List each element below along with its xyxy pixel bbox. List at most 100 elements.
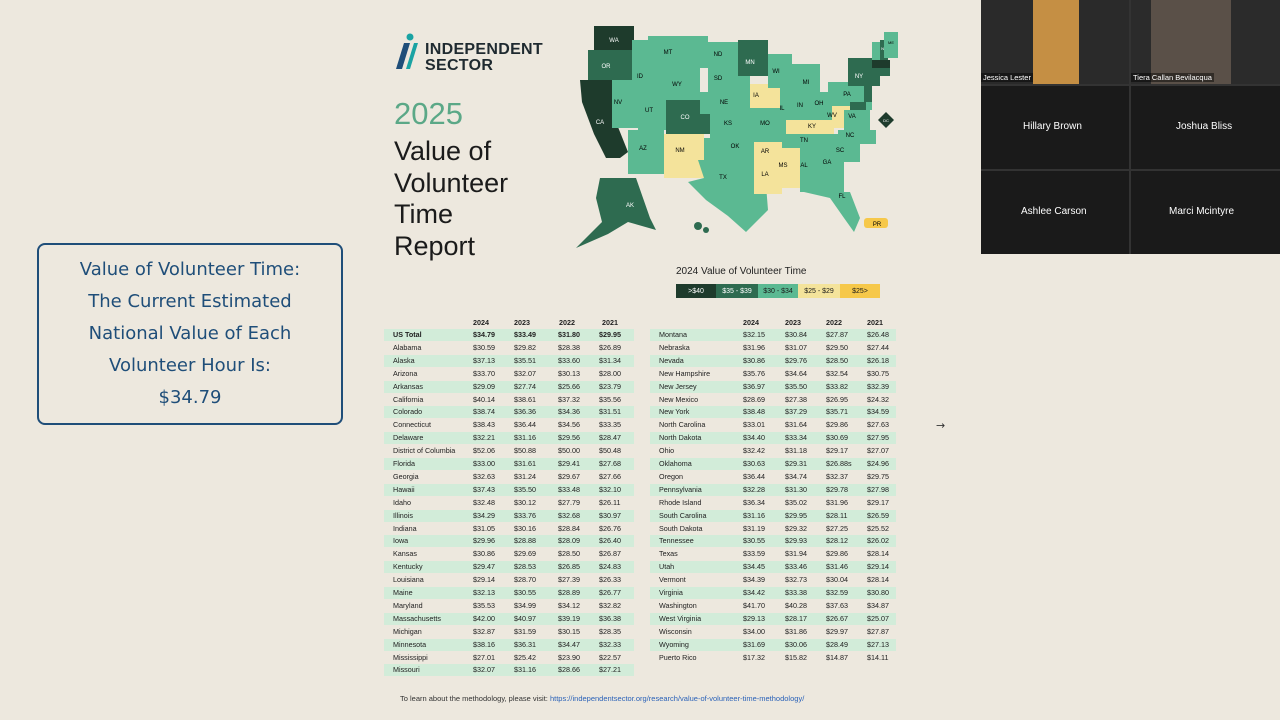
table-cell-state: Louisiana: [393, 575, 424, 585]
state-MA: [872, 60, 890, 68]
table-row: Maine $32.13 $30.55 $28.89 $26.77: [384, 587, 634, 599]
video-participants-panel: Jessica Lester Tiera Callan Bevilacqua H…: [981, 0, 1280, 254]
table-cell-value: $32.10: [599, 484, 621, 494]
table-cell-value: $32.28: [743, 484, 765, 494]
table-cell-value: $29.41: [558, 459, 580, 468]
participant-tile-4[interactable]: Joshua Bliss: [1131, 86, 1280, 169]
table-cell-value: $34.99: [514, 600, 536, 610]
table-cell-value: $37.43: [473, 484, 495, 494]
title-line-3: Time: [394, 199, 453, 229]
participant-tile-3[interactable]: Hillary Brown: [981, 86, 1129, 169]
table-row: District of Columbia $52.06 $50.88 $50.00 $5…: [384, 445, 634, 457]
table-cell-value: $27.63: [867, 420, 889, 430]
table-cell-value: $30.16: [514, 523, 536, 533]
table-cell-value: $35.76: [743, 368, 765, 378]
arrow-right-icon: →: [936, 419, 946, 432]
table-cell-value: $29.14: [473, 575, 495, 585]
title-line-4: Report: [394, 230, 476, 261]
legend-swatch-35-39: $35 - $39: [716, 284, 758, 298]
methodology-note: To learn about the methodology, please v…: [400, 694, 804, 703]
svg-text:VA: VA: [848, 114, 856, 120]
participant-tile-6[interactable]: Marci Mcintyre: [1131, 171, 1280, 254]
table-row: Rhode Island $36.34 $35.02 $31.96 $29.17: [650, 497, 896, 509]
right-header-2023: 2023: [785, 318, 801, 327]
svg-text:AZ: AZ: [639, 146, 647, 152]
state-MT: [648, 36, 708, 68]
table-cell-value: $29.78: [826, 484, 848, 494]
state-KS: [710, 114, 758, 138]
table-cell-state: Utah: [659, 562, 675, 572]
participant-name: Marci Mcintyre: [1169, 206, 1235, 217]
state-CA: [580, 80, 628, 158]
table-cell-value: $32.63: [473, 471, 495, 481]
table-cell-state: Idaho: [393, 497, 411, 507]
table-cell-value: $28.17: [785, 613, 807, 623]
table-row: North Carolina $33.01 $31.64 $29.86 $27.63: [650, 419, 896, 431]
table-cell-value: $32.54: [826, 368, 848, 378]
state-MD: [850, 102, 866, 110]
methodology-link[interactable]: https://independentsector.org/research/v…: [549, 694, 805, 703]
svg-text:OR: OR: [602, 64, 612, 70]
table-cell-value: $26.76: [599, 523, 621, 533]
svg-text:ID: ID: [637, 74, 644, 80]
table-cell-value: $30.12: [514, 497, 536, 507]
table-cell-value: $24.32: [867, 394, 889, 404]
table-cell-state: Tennessee: [659, 536, 694, 546]
table-cell-value: $26.18: [867, 355, 889, 365]
title-line-2: Volunteer: [394, 167, 509, 198]
state-VT: [872, 42, 880, 60]
table-cell-state: Nebraska: [659, 342, 690, 352]
legend-title: 2024 Value of Volunteer Time: [676, 266, 807, 277]
callout-line-1: Value of Volunteer Time:: [79, 259, 301, 280]
participant-tile-5[interactable]: Ashlee Carson: [981, 171, 1129, 254]
legend-swatch-gt40: >$40: [676, 284, 716, 298]
participant-tile-cam1[interactable]: Jessica Lester: [981, 0, 1129, 84]
table-cell-value: $27.07: [867, 446, 889, 456]
table-cell-value: $14.87: [826, 652, 848, 662]
participant-name: Joshua Bliss: [1176, 121, 1233, 132]
table-cell-value: $29.47: [473, 562, 495, 572]
table-cell-value: $36.97: [743, 381, 765, 391]
state-NJ: [864, 84, 872, 102]
table-cell-value: $40.14: [473, 394, 495, 404]
state-VA: [844, 110, 870, 130]
table-cell-value: $26.40: [599, 536, 621, 546]
table-cell-value: $37.13: [473, 355, 495, 365]
table-cell-value: $30.04: [826, 575, 848, 585]
table-row: Nebraska $31.96 $31.07 $29.50 $27.44: [650, 342, 896, 354]
table-cell-value: $28.09: [558, 536, 580, 546]
table-cell-value: $35.50: [514, 484, 536, 494]
table-row: Hawaii $37.43 $35.50 $33.48 $32.10: [384, 483, 634, 496]
svg-text:SD: SD: [714, 76, 723, 82]
table-row: Pennsylvania $32.28 $31.30 $29.78 $27.98: [650, 483, 896, 496]
svg-text:AL: AL: [800, 163, 808, 169]
table-row: Oklahoma $30.63 $29.31 $26.88s $24.96: [650, 458, 896, 470]
table-cell-value: $26.33: [599, 575, 621, 585]
table-cell-value: $34.64: [785, 368, 807, 378]
table-cell-value: $22.57: [599, 652, 621, 662]
state-OR: [588, 50, 632, 80]
table-row: Minnesota $38.16 $36.31 $34.47 $32.33: [384, 638, 634, 651]
table-cell-value: $29.69: [514, 549, 536, 559]
table-cell-value: $31.69: [743, 639, 765, 649]
table-cell-value: $28.49: [826, 639, 848, 649]
state-DC: [878, 112, 894, 128]
state-AZ: [628, 130, 664, 174]
table-cell-value: $33.46: [785, 562, 807, 572]
table-cell-value: $34.36: [558, 407, 580, 417]
table-cell-value: $33.38: [785, 588, 807, 597]
table-cell-value: $32.13: [473, 588, 495, 597]
participant-tile-cam2[interactable]: Tiera Callan Bevilacqua: [1131, 0, 1280, 84]
table-row: Illinois $34.29 $33.76 $32.68 $30.97: [384, 509, 634, 522]
report-title: Value of Volunteer Time Report: [394, 136, 508, 262]
table-cell-value: $32.39: [867, 381, 889, 391]
camera-feed-image: [1033, 0, 1079, 84]
table-cell-value: $30.63: [743, 459, 765, 468]
table-cell-state: Alabama: [393, 342, 422, 352]
table-cell-value: $32.48: [473, 497, 495, 507]
table-cell-value: $33.70: [473, 368, 495, 378]
table-cell-value: $25.42: [514, 652, 536, 662]
table-row: Iowa $29.96 $28.88 $28.09 $26.40: [384, 535, 634, 548]
table-row: Wisconsin $34.00 $31.86 $29.97 $27.87: [650, 626, 896, 638]
table-cell-value: $30.86: [473, 549, 495, 559]
